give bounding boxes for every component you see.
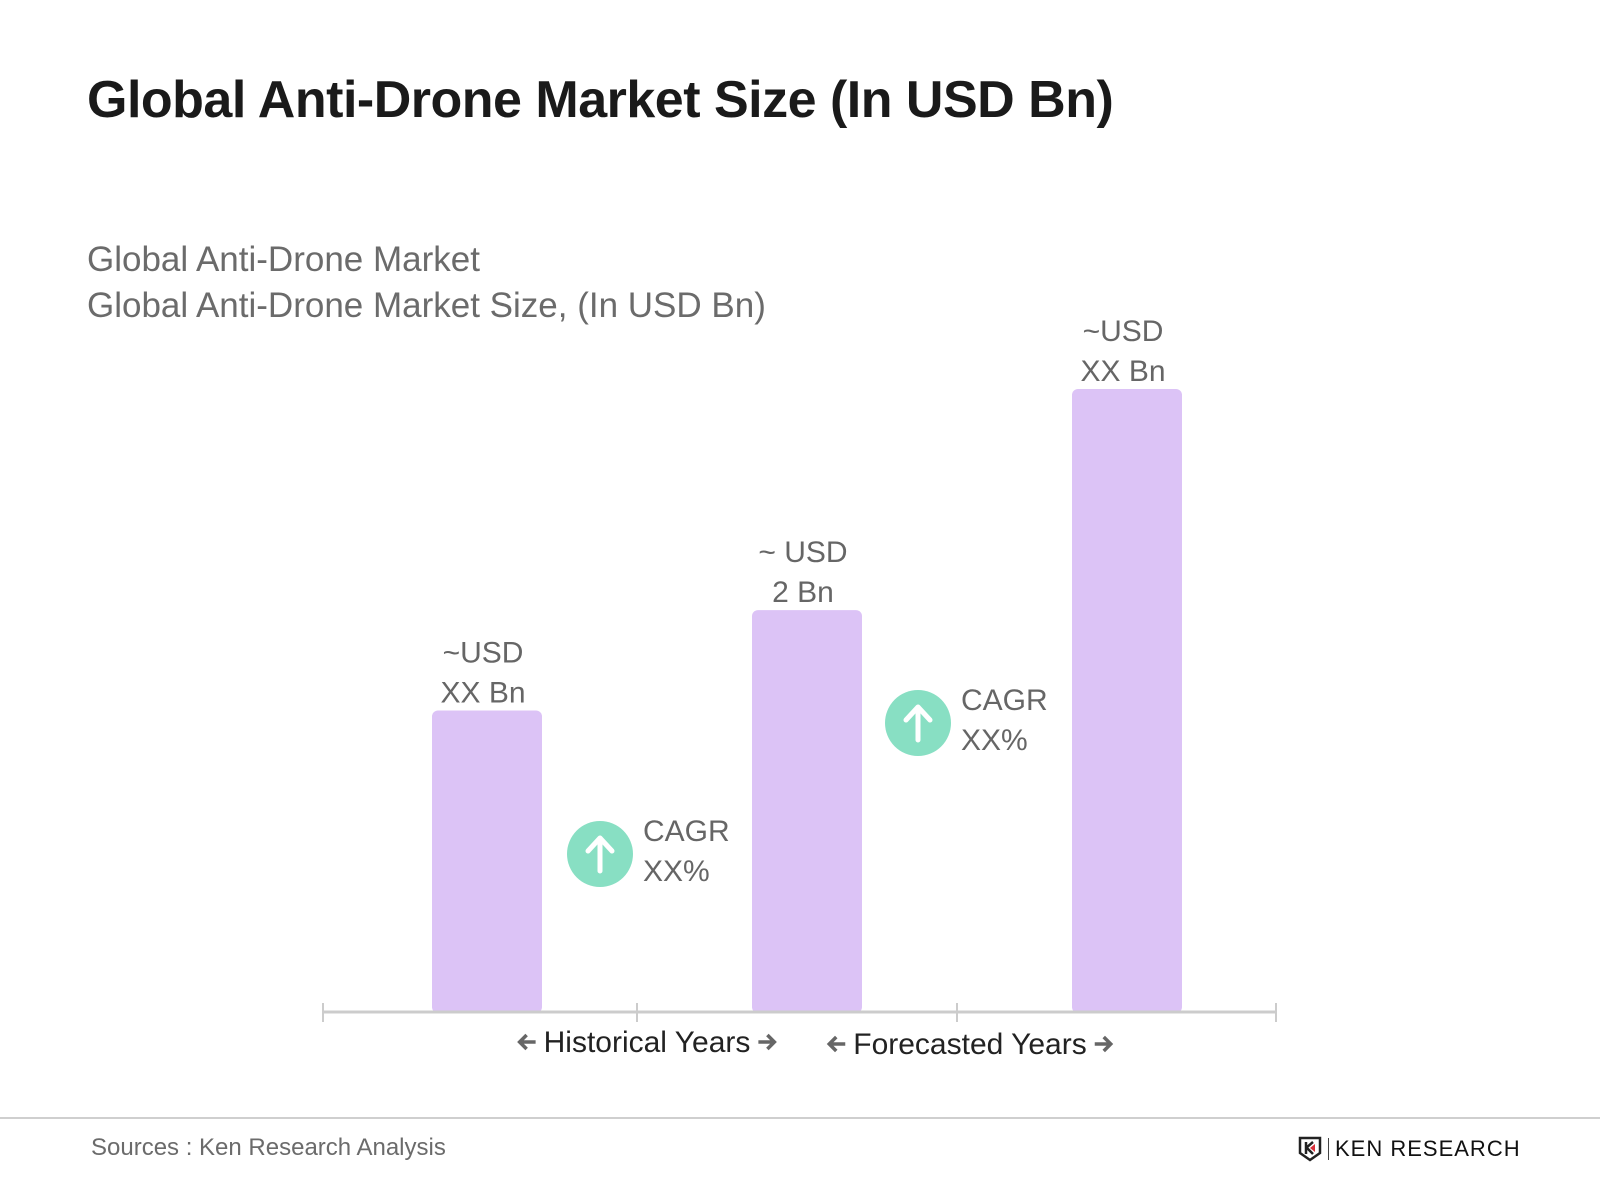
footer-divider — [0, 1117, 1600, 1119]
arrow-up-icon — [585, 835, 615, 874]
bar-data-label: 2 Bn — [772, 576, 834, 609]
cagr-label: CAGR — [643, 815, 730, 848]
cagr-label: XX% — [643, 855, 710, 888]
bar-data-label: XX Bn — [1080, 355, 1165, 388]
chart-subtitle-1: Global Anti-Drone Market — [87, 240, 480, 279]
period-label: Forecasted Years — [853, 1028, 1086, 1061]
source-note: Sources : Ken Research Analysis — [91, 1134, 446, 1161]
chart-subtitle-2: Global Anti-Drone Market Size, (In USD B… — [87, 286, 766, 325]
cagr-label: CAGR — [961, 684, 1048, 717]
arrow-left-icon — [826, 1035, 846, 1053]
ken-logo-icon — [1298, 1136, 1322, 1162]
arrow-right-icon — [758, 1033, 777, 1051]
bar — [1072, 389, 1182, 1013]
ken-research-logo: KEN RESEARCH — [1298, 1136, 1521, 1162]
bar-data-label: ~USD — [443, 637, 524, 670]
bar-data-label: ~USD — [1083, 315, 1164, 348]
arrow-right-icon — [1094, 1035, 1114, 1053]
cagr-label: XX% — [961, 724, 1028, 757]
bar-data-label: XX Bn — [440, 677, 525, 710]
bar-data-label: ~ USD — [758, 536, 847, 569]
period-label: Historical Years — [544, 1026, 751, 1059]
bar — [432, 710, 542, 1013]
arrow-left-icon — [517, 1033, 536, 1051]
bar-chart: ~USD XX Bn ~ USD 2 Bn ~USD XX Bn CAGR XX% CAGR XX… — [322, 315, 1277, 1061]
page-title: Global Anti-Drone Market Size (In USD Bn… — [87, 71, 1114, 129]
bar — [752, 610, 862, 1013]
logo-text: KEN RESEARCH — [1335, 1136, 1521, 1161]
arrow-up-icon — [903, 704, 933, 743]
